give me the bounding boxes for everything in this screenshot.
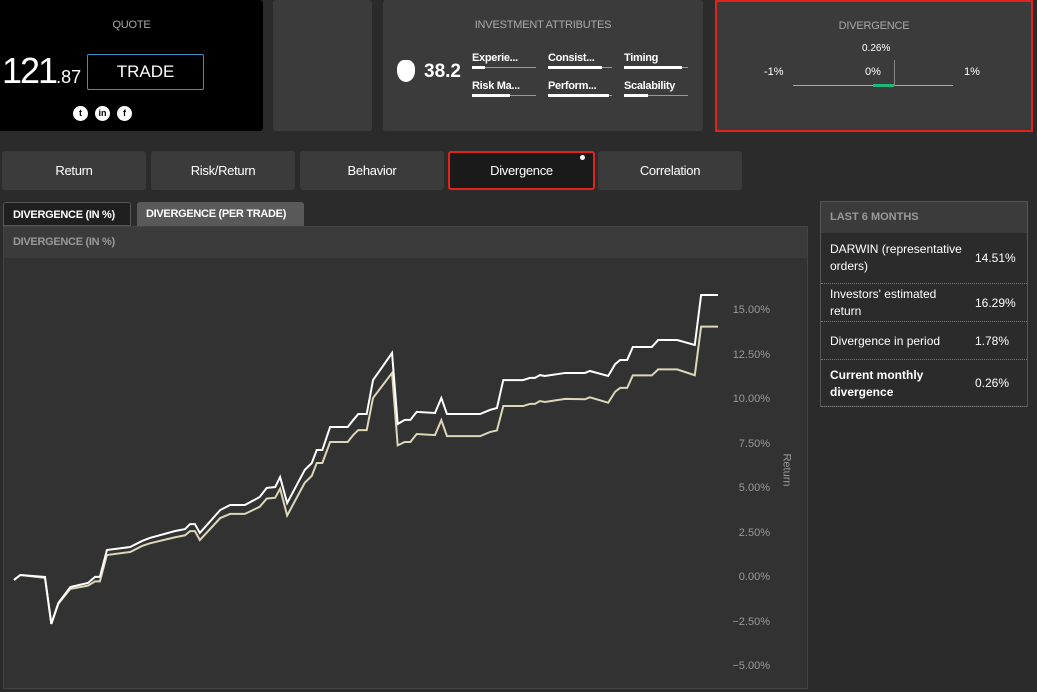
tab-behavior[interactable]: Behavior (300, 151, 444, 190)
attribute-item[interactable]: Scalability (624, 80, 688, 97)
divergence-gauge-fill (873, 84, 894, 87)
tab-risk-return[interactable]: Risk/Return (151, 151, 295, 190)
summary-value: 14.51% (975, 250, 1016, 265)
summary-row: Current monthly divergence 0.26% (821, 360, 1027, 407)
trade-button[interactable]: TRADE (87, 54, 204, 90)
y-tick-label: −2.50% (732, 615, 770, 628)
quote-price: 121.87 (2, 50, 81, 92)
attribute-bar-fill (624, 94, 648, 97)
price-integer: 121 (2, 50, 58, 91)
attribute-label: Consist... (548, 52, 595, 64)
quote-panel: QUOTE 121.87 TRADE t in f (0, 0, 263, 131)
divergence-value-label: 0.26% (862, 43, 891, 54)
empty-panel (273, 0, 372, 131)
chart-panel: DIVERGENCE (IN %) (3, 226, 808, 689)
attribute-bar-fill (548, 66, 603, 69)
y-axis-label: Return (780, 453, 793, 487)
attribute-label: Risk Ma... (472, 80, 520, 92)
attribute-label: Scalability (624, 80, 676, 92)
series-line-0 (13, 293, 718, 625)
y-tick-label: 7.50% (738, 437, 770, 450)
divergence-min-label: -1% (764, 66, 784, 78)
summary-value: 1.78% (975, 333, 1010, 348)
summary-row: Investors' estimated return 16.29% (821, 284, 1027, 322)
y-tick-label: 2.50% (738, 526, 770, 539)
attribute-bar-fill (472, 66, 485, 69)
summary-label: Divergence in period (830, 333, 941, 348)
summary-row: DARWIN (representative orders) 14.51% (821, 232, 1027, 284)
divergence-title: DIVERGENCE (838, 20, 910, 32)
attribute-label: Perform... (548, 80, 597, 92)
series-line-1 (13, 325, 718, 625)
summary-panel: LAST 6 MONTHS (820, 201, 1028, 407)
summary-value: 0.26% (975, 376, 1010, 390)
y-tick-label: −5.00% (732, 660, 770, 672)
facebook-icon[interactable]: f (117, 106, 132, 121)
quote-title: QUOTE (112, 19, 151, 31)
summary-title: LAST 6 MONTHS (821, 202, 1027, 233)
attribute-bar-fill (472, 94, 511, 97)
twitter-icon[interactable]: t (73, 106, 88, 121)
attribute-item[interactable]: Timing (624, 52, 688, 69)
attributes-score: 38.2 (424, 61, 461, 82)
divergence-max-label: 1% (964, 66, 980, 78)
subtab-0[interactable]: DIVERGENCE (IN %) (3, 202, 131, 226)
y-tick-label: 10.00% (732, 393, 770, 405)
divergence-chart (13, 293, 718, 625)
y-tick-label: 15.00% (732, 304, 770, 316)
summary-label: Investors' estimated return (830, 287, 937, 318)
y-tick-label: 5.00% (738, 482, 770, 494)
divergence-mid-label: 0% (865, 66, 881, 78)
tab-return[interactable]: Return (2, 151, 146, 190)
attribute-item[interactable]: Risk Ma... (472, 80, 536, 97)
tab-divergence[interactable]: Divergence (448, 151, 595, 190)
price-decimal: .87 (56, 67, 82, 87)
divergence-panel: DIVERGENCE 0.26% -1% 0% 1% (715, 0, 1033, 132)
summary-value: 16.29% (975, 295, 1016, 310)
attribute-bar-fill (624, 66, 682, 69)
attributes-title: INVESTMENT ATTRIBUTES (474, 19, 612, 31)
y-tick-label: 0.00% (738, 571, 770, 583)
summary-label: Current monthly divergence (830, 367, 924, 399)
chart-panel-title: DIVERGENCE (IN %) (4, 227, 807, 258)
summary-label: DARWIN (representative orders) (830, 242, 962, 273)
attribute-item[interactable]: Consist... (548, 52, 612, 69)
attribute-bar-track (624, 95, 688, 96)
investment-attributes-panel: INVESTMENT ATTRIBUTES 38.2 Experie... Con… (383, 0, 703, 131)
owl-icon (397, 60, 415, 82)
summary-row: Divergence in period 1.78% (821, 322, 1027, 360)
tab-correlation[interactable]: Correlation (598, 151, 742, 190)
y-tick-label: 12.50% (732, 348, 770, 361)
divergence-gauge-marker (893, 60, 895, 86)
attribute-label: Timing (624, 52, 659, 64)
attribute-item[interactable]: Perform... (548, 80, 612, 97)
attribute-bar-fill (548, 94, 609, 97)
attribute-bar-track (472, 67, 536, 68)
attribute-item[interactable]: Experie... (472, 52, 536, 69)
subtab-1[interactable]: DIVERGENCE (PER TRADE) (137, 202, 304, 226)
attribute-label: Experie... (472, 52, 518, 64)
notification-dot (580, 155, 585, 160)
linkedin-icon[interactable]: in (95, 106, 110, 121)
